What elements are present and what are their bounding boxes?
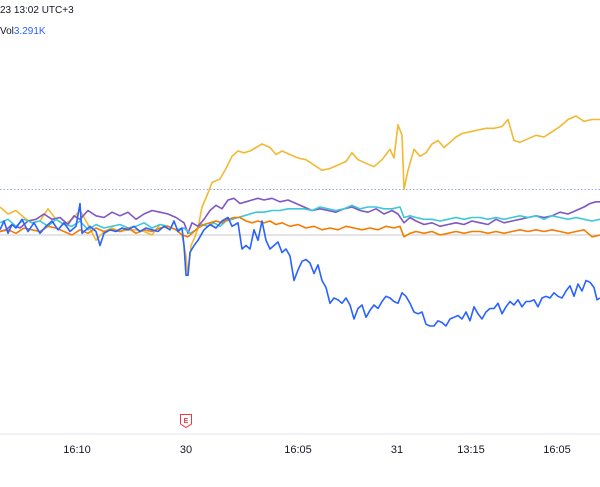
datetime-text: 23 13:02 UTC+3 xyxy=(0,5,74,16)
x-tick-label: 16:10 xyxy=(63,444,91,456)
earnings-letter: E xyxy=(184,418,189,425)
series-layer xyxy=(0,115,600,327)
volume-label: Vol xyxy=(0,26,14,37)
earnings-flag-icon xyxy=(180,414,192,429)
series-line-purple xyxy=(0,197,600,235)
x-tick-label: 13:15 xyxy=(457,444,485,456)
series-line-blue xyxy=(0,202,600,327)
x-tick-label: 30 xyxy=(180,444,192,456)
time-axis-ticks: 16:10 30 16:05 31 13:15 16:05 xyxy=(63,444,571,456)
x-tick-label: 16:05 xyxy=(284,444,312,456)
series-line-gold xyxy=(0,115,600,277)
series-line-cyan xyxy=(0,204,600,235)
earnings-marker[interactable]: E xyxy=(180,414,192,429)
volume-value: 3.291K xyxy=(13,26,46,37)
x-tick-label: 16:05 xyxy=(543,444,571,456)
volume-legend: Vol3.291K xyxy=(0,26,46,37)
x-tick-label: 31 xyxy=(391,444,403,456)
